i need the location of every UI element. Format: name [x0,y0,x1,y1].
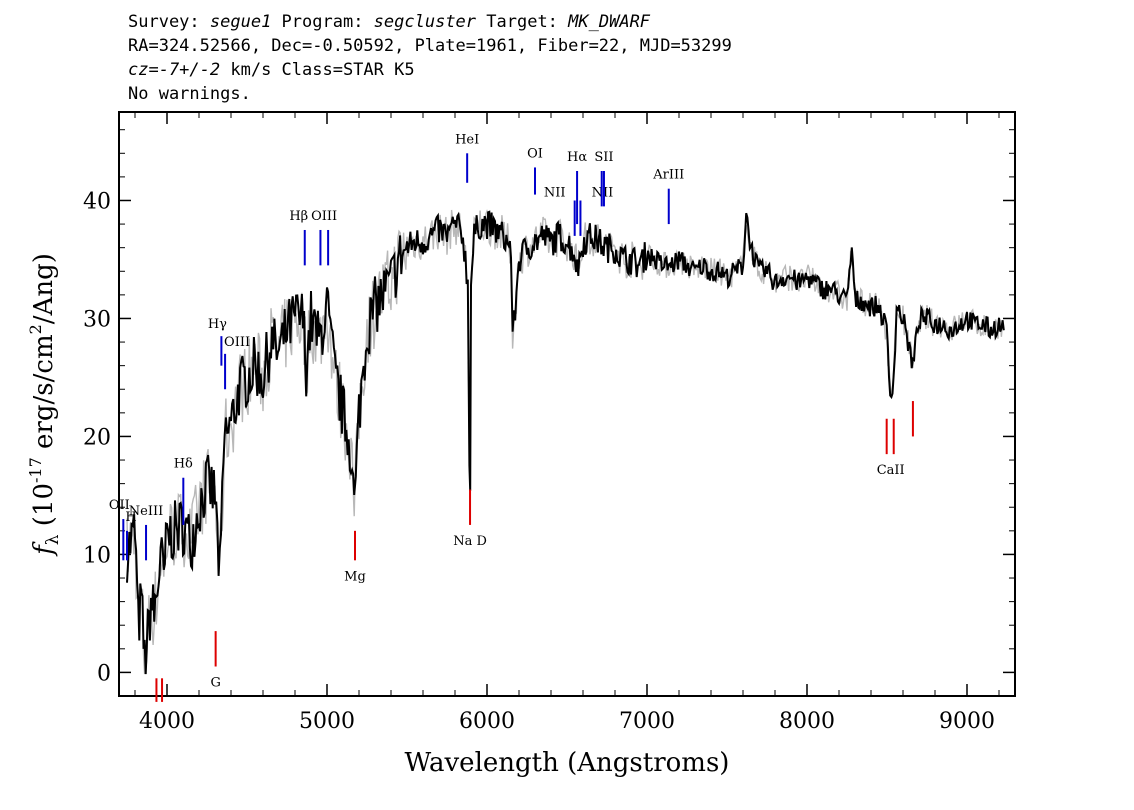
x-tick-label: 5000 [299,709,355,734]
emission-line-label: H [125,510,136,525]
emission-line-label: OII [109,498,130,513]
emission-line-label: Hα [567,150,587,165]
survey-label: Survey: [128,12,210,32]
error-spectrum-line [126,209,1004,675]
y-axis-title-sub: λ [43,534,63,545]
emission-line-label: Hγ [208,317,227,332]
header-line-warnings: No warnings. [128,84,251,104]
emission-line-label: OIII [224,335,250,350]
x-tick-label: 7000 [619,709,675,734]
header-line-survey: Survey: segue1 Program: segcluster Targe… [128,11,650,34]
emission-line-label: NII [544,185,566,200]
emission-line-label: Hδ [174,457,193,472]
y-axis-title-a: (10 [29,483,59,535]
emission-line-label: OIII [311,209,337,224]
x-tick-label: 8000 [779,709,835,734]
emission-line-label: OI [527,146,543,161]
x-tick-label: 4000 [139,709,195,734]
absorption-line-label: CaII [877,463,905,478]
y-tick-label: 20 [83,425,111,450]
survey-value: segue1 [209,12,272,32]
absorption-line-label: G [210,676,220,691]
emission-line-label: NeIII [129,504,163,519]
y-axis-title-exp: -17 [26,457,45,483]
emission-line-label: ArIII [652,168,684,183]
y-axis-title-c: /Ang) [29,253,59,324]
target-label: Target: [476,12,569,32]
y-tick-label: 10 [83,543,111,568]
y-axis-title-sq: 2 [26,324,45,334]
class-value: km/s Class=STAR K5 [220,60,415,80]
target-value: MK_DWARF [568,12,651,32]
y-tick-label: 30 [83,307,111,332]
emission-line-label: SII [594,150,613,165]
program-label: Program: [271,12,374,32]
x-tick-label: 9000 [939,709,995,734]
absorption-line-label: Na D [453,534,487,549]
flux-spectrum-line [126,210,1005,675]
y-tick-label: 0 [97,661,111,686]
x-tick-label: 6000 [459,709,515,734]
y-axis-title: fλ (10-17 erg/s/cm2/Ang) [26,253,63,557]
header-line-coords: RA=324.52566, Dec=-0.50592, Plate=1961, … [128,36,732,56]
program-value: segcluster [373,12,477,32]
plot-frame [118,111,1016,697]
emission-line-label: Hβ [289,209,308,224]
absorption-line-label: Mg [344,569,366,584]
redshift-value: cz=-7+/-2 [128,60,221,80]
y-axis-title-b: erg/s/cm [29,334,59,457]
emission-line-label: HeI [455,132,479,147]
header-line-class: cz=-7+/-2 km/s Class=STAR K5 [128,59,415,82]
y-tick-label: 40 [83,189,111,214]
x-axis-title: Wavelength (Angstroms) [405,748,730,778]
